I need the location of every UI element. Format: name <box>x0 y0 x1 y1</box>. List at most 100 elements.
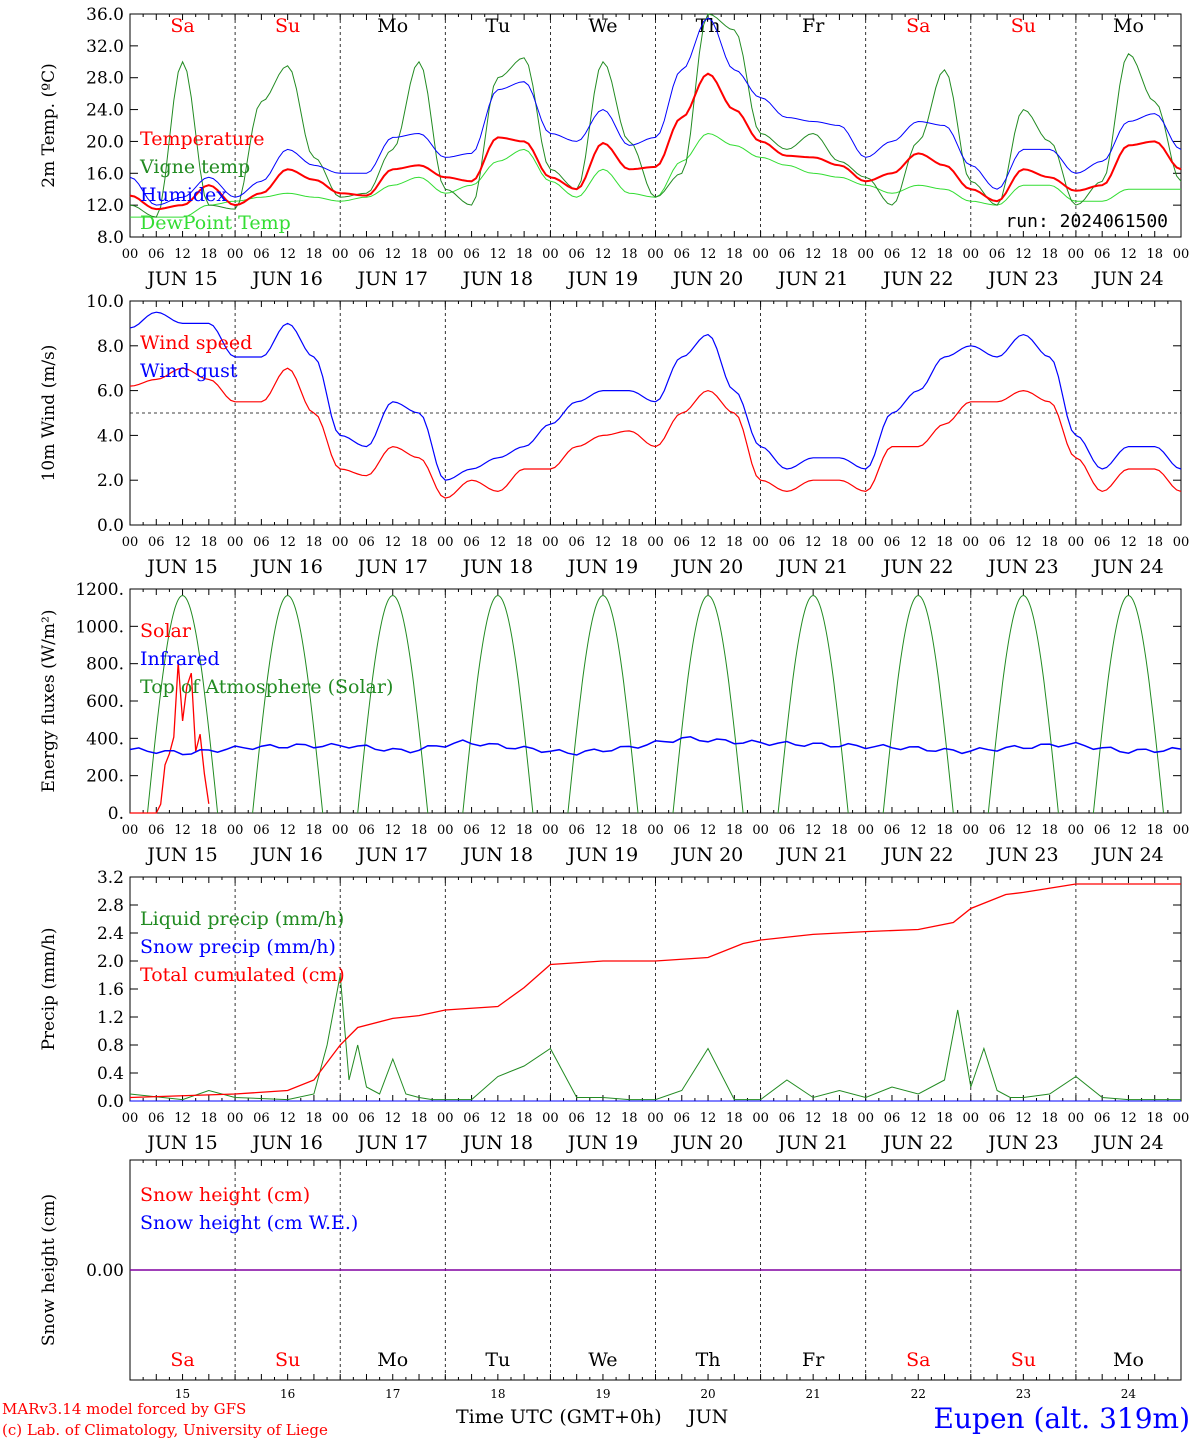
series-line-blue <box>129 17 1182 206</box>
weekday-label: We <box>588 1349 617 1371</box>
day-date-label: JUN 19 <box>566 844 638 866</box>
day-date-label: JUN 18 <box>461 844 533 866</box>
hour-tick-label: 18 <box>621 247 638 262</box>
day-date-label: JUN 20 <box>671 1132 743 1154</box>
y-tick-label: 2.4 <box>97 924 124 944</box>
hour-tick-label: 06 <box>358 823 375 838</box>
weekday-label: Th <box>696 15 721 37</box>
hour-tick-label: 00 <box>1068 247 1085 262</box>
day-date-label: JUN 22 <box>881 1132 953 1154</box>
panel-3-frame <box>129 588 1182 814</box>
day-date-label: JUN 16 <box>250 1132 322 1154</box>
series-line-green <box>129 13 1182 218</box>
hour-tick-label: 06 <box>884 823 901 838</box>
x-axis-title: Time UTC (GMT+0h) <box>456 1406 662 1428</box>
hour-tick-label: 00 <box>332 823 349 838</box>
day-date-label: JUN 24 <box>1091 1132 1163 1154</box>
hour-tick-label: 12 <box>910 1111 927 1126</box>
day-date-label: JUN 20 <box>671 844 743 866</box>
y-tick-label: 36.0 <box>86 5 124 25</box>
hour-tick-label: 06 <box>674 1111 691 1126</box>
series-line-red <box>129 72 1182 211</box>
toa-solar-curve <box>567 594 639 814</box>
hour-tick-label: 12 <box>1120 1111 1137 1126</box>
y-tick-label: 0.0 <box>97 516 124 536</box>
day-date-label: JUN 21 <box>776 1132 848 1154</box>
hour-tick-label: 00 <box>437 823 454 838</box>
hour-tick-label: 06 <box>568 823 585 838</box>
day-date-label: JUN 15 <box>145 268 217 290</box>
hour-tick-label: 12 <box>174 823 191 838</box>
hour-tick-label: 12 <box>490 535 507 550</box>
hour-tick-label: 12 <box>595 247 612 262</box>
hour-tick-label: 06 <box>989 1111 1006 1126</box>
y-tick-label: 0.0 <box>97 1092 124 1112</box>
hour-tick-label: 00 <box>752 535 769 550</box>
hour-tick-label: 18 <box>1041 1111 1058 1126</box>
credit-line-1: MARv3.14 model forced by GFS <box>2 1400 246 1418</box>
hour-tick-label: 00 <box>1173 823 1190 838</box>
hour-tick-label: 18 <box>411 247 428 262</box>
legend-entry: Total cumulated (cm) <box>140 964 345 986</box>
hour-tick-label: 06 <box>148 823 165 838</box>
toa-solar-curve <box>882 594 954 814</box>
y-tick-label: 1.2 <box>97 1008 124 1028</box>
hour-tick-label: 12 <box>595 1111 612 1126</box>
y-axis-label: 10m Wind (m/s) <box>39 345 59 482</box>
hour-tick-label: 00 <box>752 1111 769 1126</box>
hour-tick-label: 00 <box>122 823 139 838</box>
hour-tick-label: 06 <box>463 247 480 262</box>
hour-tick-label: 00 <box>227 247 244 262</box>
hour-tick-label: 12 <box>384 823 401 838</box>
cumulated-precip-line <box>129 883 1181 1099</box>
day-date-label: JUN 21 <box>776 268 848 290</box>
hour-tick-label: 18 <box>726 247 743 262</box>
day-number-label: 22 <box>911 1387 926 1401</box>
hour-tick-label: 00 <box>542 1111 559 1126</box>
toa-solar-curve <box>252 594 324 814</box>
day-date-label: JUN 22 <box>881 556 953 578</box>
hour-tick-label: 12 <box>174 247 191 262</box>
series-line-red <box>129 367 1182 499</box>
day-date-label: JUN 15 <box>145 556 217 578</box>
hour-tick-label: 00 <box>542 823 559 838</box>
day-date-label: JUN 23 <box>986 1132 1058 1154</box>
day-date-label: JUN 20 <box>671 556 743 578</box>
y-tick-label: 2.0 <box>97 471 124 491</box>
hour-tick-label: 06 <box>989 823 1006 838</box>
hour-tick-label: 12 <box>1015 823 1032 838</box>
hour-tick-label: 00 <box>963 535 980 550</box>
legend-entry: Wind gust <box>140 360 238 382</box>
y-tick-label: 24.0 <box>86 101 124 121</box>
hour-tick-label: 00 <box>122 1111 139 1126</box>
infrared-line <box>129 736 1182 756</box>
hour-tick-label: 00 <box>437 247 454 262</box>
hour-tick-label: 06 <box>989 247 1006 262</box>
y-tick-label: 800. <box>86 655 124 675</box>
legend-entry: Snow precip (mm/h) <box>140 936 336 958</box>
day-date-label: JUN 24 <box>1091 844 1163 866</box>
hour-tick-label: 18 <box>726 1111 743 1126</box>
hour-tick-label: 18 <box>201 535 218 550</box>
hour-tick-label: 18 <box>411 535 428 550</box>
hour-tick-label: 00 <box>752 247 769 262</box>
hour-tick-label: 18 <box>306 247 323 262</box>
day-date-label: JUN 23 <box>986 268 1058 290</box>
y-tick-label: 8.0 <box>97 337 124 357</box>
toa-solar-curve <box>672 594 744 814</box>
hour-tick-label: 12 <box>384 535 401 550</box>
weekday-label: Sa <box>906 1349 930 1371</box>
panel-1-frame <box>129 13 1182 238</box>
day-date-label: JUN 20 <box>671 268 743 290</box>
hour-tick-label: 00 <box>332 247 349 262</box>
hour-tick-label: 18 <box>306 535 323 550</box>
hour-tick-label: 00 <box>963 823 980 838</box>
hour-tick-label: 12 <box>910 823 927 838</box>
hour-tick-label: 06 <box>253 1111 270 1126</box>
y-tick-label: 0. <box>108 804 124 824</box>
legend-entry: Snow height (cm W.E.) <box>140 1212 358 1234</box>
hour-tick-label: 18 <box>411 823 428 838</box>
weekday-label: Mo <box>1113 1349 1144 1371</box>
weekday-label: Fr <box>802 15 825 37</box>
hour-tick-label: 00 <box>227 1111 244 1126</box>
